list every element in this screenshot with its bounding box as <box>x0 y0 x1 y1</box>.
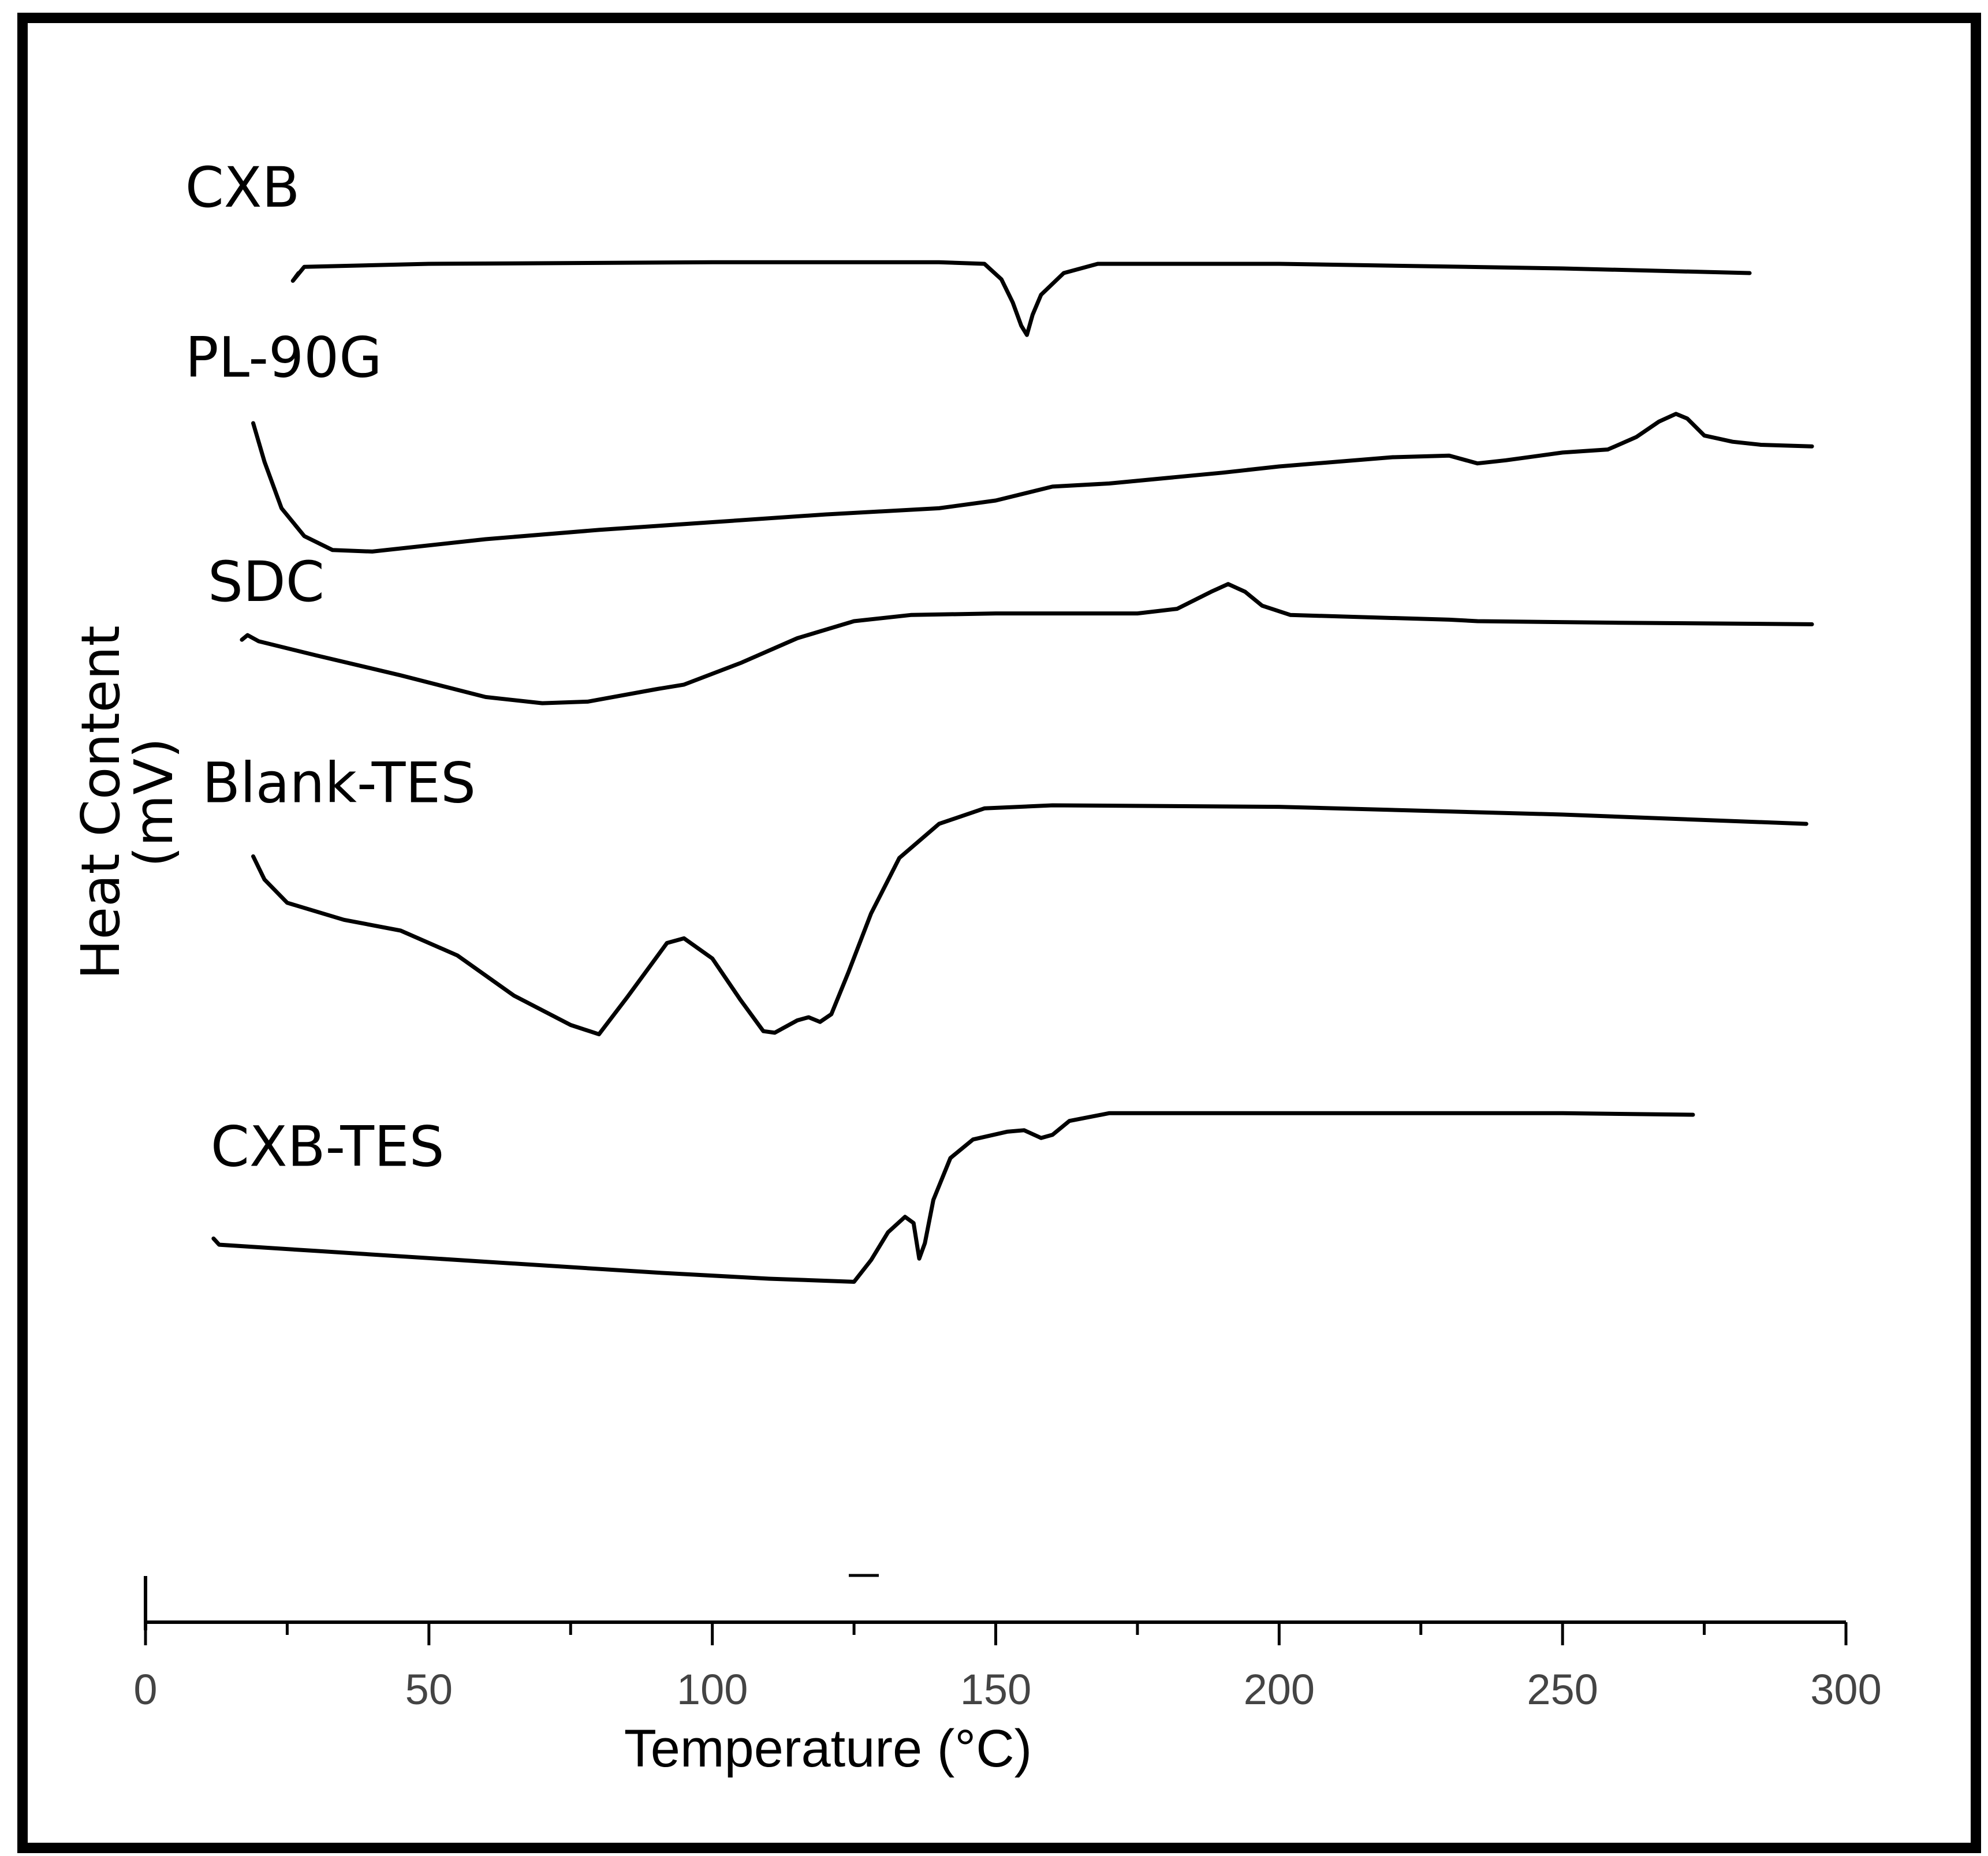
series-line-cxb-tes <box>211 1111 1695 1284</box>
x-tick-label: 0 <box>133 1665 157 1713</box>
series-label-pl-90g: PL-90G <box>185 326 382 390</box>
series-line-blank-tes <box>251 803 1808 1037</box>
x-tick-label: 250 <box>1527 1665 1598 1713</box>
x-axis-title: Temperature (°C) <box>624 1719 1032 1778</box>
series-label-cxb: CXB <box>185 155 300 220</box>
x-tick-label: 100 <box>677 1665 748 1713</box>
series-line-sdc <box>240 582 1814 705</box>
series-line-pl-90g <box>251 412 1814 554</box>
x-ticks <box>144 1622 1848 1645</box>
x-tick-label: 200 <box>1244 1665 1315 1713</box>
curves <box>211 260 1814 1284</box>
x-tick-labels: 0 50 100 150 200 250 300 <box>133 1665 1881 1713</box>
y-axis-title-line1: Heat Content <box>70 625 132 979</box>
series-labels: CXB PL-90G SDC Blank-TES CXB-TES <box>185 155 476 1179</box>
x-tick-label: 150 <box>960 1665 1031 1713</box>
x-axis: 0 50 100 150 200 250 300 <box>133 1576 1882 1713</box>
x-tick-label: 300 <box>1810 1665 1881 1713</box>
x-tick-label: 50 <box>405 1665 453 1713</box>
y-axis-title-line2: (mV) <box>123 738 185 867</box>
series-label-sdc: SDC <box>208 550 325 614</box>
series-line-cxb <box>290 260 1752 337</box>
chart-frame: CXB PL-90G SDC Blank-TES CXB-TES 0 50 100 150 20… <box>17 13 1981 1853</box>
series-label-cxb-tes: CXB-TES <box>211 1114 445 1179</box>
series-label-blank-tes: Blank-TES <box>202 751 476 816</box>
y-axis-title: Heat Content (mV) <box>70 625 185 979</box>
chart: CXB PL-90G SDC Blank-TES CXB-TES 0 50 100 150 20… <box>70 155 1882 1778</box>
